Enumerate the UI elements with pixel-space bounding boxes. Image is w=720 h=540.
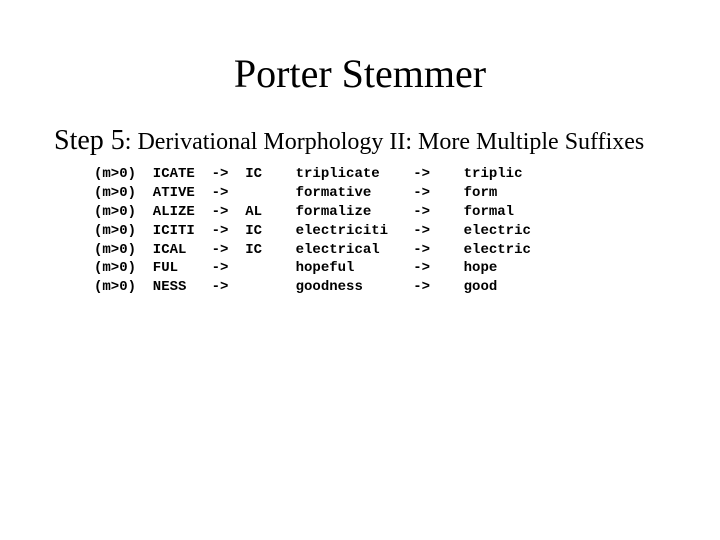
- step-label: Step 5: [54, 125, 125, 156]
- page-title: Porter Stemmer: [0, 50, 720, 97]
- step-desc: : Derivational Morphology II: More Multi…: [125, 129, 644, 155]
- step-subtitle: Step 5: Derivational Morphology II: More…: [54, 125, 720, 157]
- rules-table: (m>0) ICATE -> IC triplicate -> triplic …: [94, 165, 720, 297]
- slide: Porter Stemmer Step 5: Derivational Morp…: [0, 0, 720, 540]
